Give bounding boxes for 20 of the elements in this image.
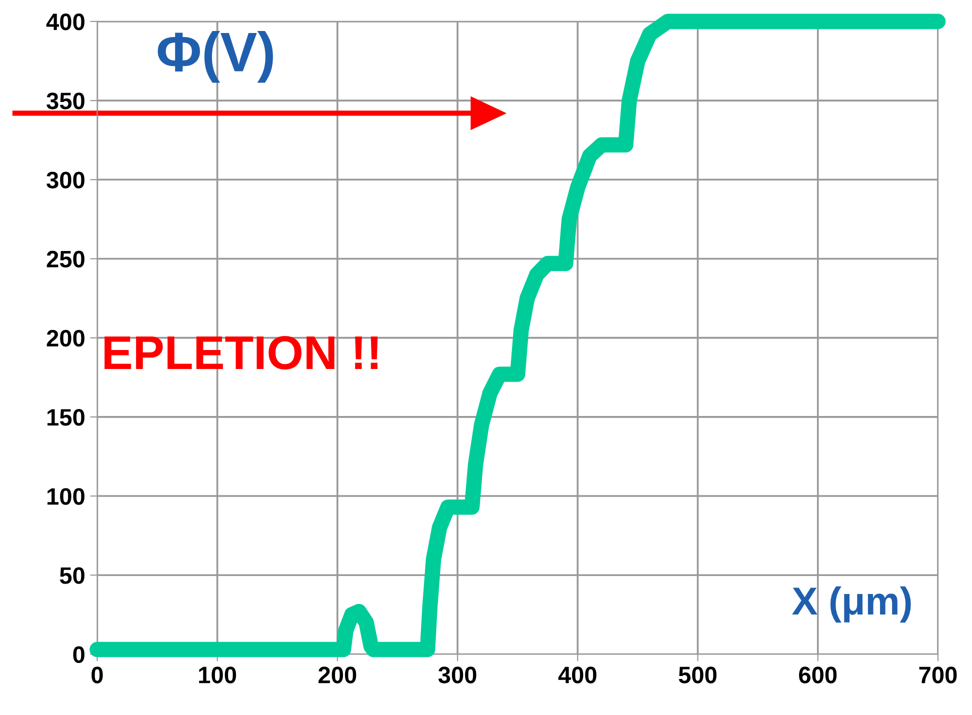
y-tick-label: 150 — [47, 409, 84, 426]
y-tick-label: 50 — [60, 567, 84, 584]
x-tick-label: 300 — [438, 666, 476, 684]
y-tick-label: 0 — [73, 646, 84, 664]
y-tick-label: 400 — [46, 14, 84, 30]
y-tick-label: 200 — [46, 330, 84, 347]
x-tick-label: 500 — [678, 666, 716, 684]
annotation: EPLETION !! — [104, 336, 378, 370]
x-tick-label: 700 — [919, 666, 957, 684]
y-axis-title: Φ(V) — [158, 30, 273, 83]
x-tick-label: 0 — [92, 666, 103, 684]
x-tick-label: 400 — [558, 666, 596, 684]
x-tick-label: 200 — [318, 666, 356, 684]
y-tick-label: 250 — [46, 250, 84, 268]
y-tick-label: 100 — [47, 488, 84, 505]
y-tick-label: 350 — [46, 92, 84, 110]
x-tick-label: 600 — [799, 666, 837, 684]
x-axis-title: X (μm) — [792, 586, 911, 623]
x-tick-label: 100 — [199, 666, 236, 684]
y-tick-label: 300 — [46, 172, 84, 188]
